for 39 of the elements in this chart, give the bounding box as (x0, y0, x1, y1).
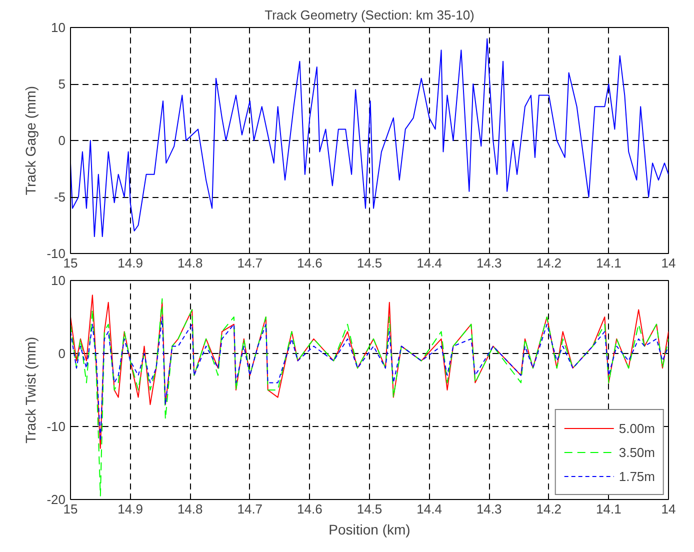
y-tick-label: 10 (51, 273, 66, 288)
x-tick-label: 14.1 (596, 256, 622, 270)
y-tick-label: 0 (58, 133, 66, 148)
line-series (70, 316, 668, 442)
x-tick-label: 14.4 (416, 502, 442, 516)
chart-title: Track Geometry (Section: km 35-10) (264, 8, 474, 22)
legend-label: 3.50m (618, 444, 655, 460)
x-tick-label: 14.5 (356, 256, 382, 270)
line-series (70, 298, 668, 496)
y-tick-label: -20 (46, 492, 66, 507)
x-tick-label: 14.3 (476, 502, 502, 516)
y-tick-label: 5 (58, 76, 66, 92)
x-tick-label: 14 (661, 502, 676, 516)
line-series (70, 38, 668, 238)
x-tick-label: 14.7 (237, 256, 263, 270)
x-tick-label: 14.4 (416, 256, 442, 270)
x-tick-label: 14.8 (177, 256, 203, 270)
x-tick-label: 14 (661, 256, 676, 270)
x-tick-label: 14.7 (237, 502, 263, 516)
x-tick-label: 14.6 (297, 256, 322, 270)
x-tick-label: 14.5 (356, 502, 382, 516)
y-axis-title: Track Gage (mm) (22, 86, 39, 196)
x-tick-label: 14.9 (118, 256, 143, 270)
x-tick-label: 14.3 (476, 256, 502, 270)
y-tick-label: 0 (58, 346, 66, 361)
x-tick-label: 14.2 (536, 502, 562, 516)
x-tick-label: 14.8 (177, 502, 203, 516)
x-axis-title: Position (km) (328, 522, 410, 538)
x-tick-label: 14.1 (596, 502, 622, 516)
legend-label: 1.75m (618, 468, 655, 484)
x-tick-label: 14.6 (297, 502, 322, 516)
y-tick-label: -10 (46, 246, 66, 261)
y-tick-label: -5 (54, 190, 66, 204)
legend-label: 5.00m (618, 420, 655, 436)
x-tick-label: 14.9 (118, 502, 143, 516)
x-tick-label: 14.2 (536, 256, 562, 270)
y-axis-title: Track Twist (mm) (22, 336, 39, 444)
y-tick-label: 10 (51, 20, 66, 35)
y-tick-label: -10 (46, 419, 66, 434)
